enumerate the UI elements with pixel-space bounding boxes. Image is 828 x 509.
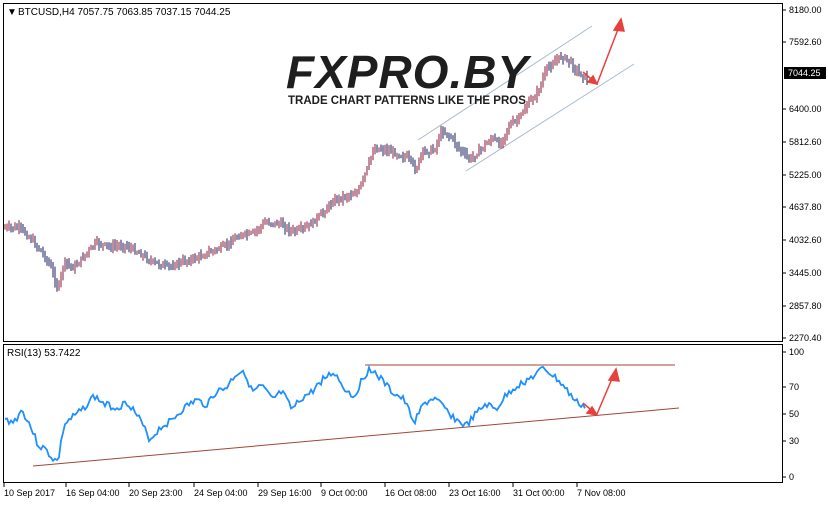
price-tick: 5812.60 bbox=[782, 137, 822, 147]
rsi-tick: 30 bbox=[782, 436, 799, 446]
price-tick: 5225.00 bbox=[782, 170, 822, 180]
dropdown-triangle-icon[interactable]: ▼ bbox=[7, 7, 17, 18]
forecast-arrows bbox=[582, 17, 625, 86]
price-tick: 4637.80 bbox=[782, 202, 822, 212]
time-tick: 31 Oct 00:00 bbox=[512, 483, 565, 498]
price-axis[interactable]: 8180.00 7592.60 6400.00 5812.60 5225.00 … bbox=[782, 5, 822, 343]
svg-text:7592.60: 7592.60 bbox=[789, 37, 822, 47]
rsi-tick: 50 bbox=[782, 409, 799, 419]
svg-text:7044.25: 7044.25 bbox=[788, 68, 821, 78]
svg-text:24 Sep 04:00: 24 Sep 04:00 bbox=[194, 488, 248, 498]
watermark-tagline: TRADE CHART PATTERNS LIKE THE PROS bbox=[288, 95, 526, 107]
time-tick: 20 Sep 23:00 bbox=[128, 483, 183, 498]
rsi-panel-frame[interactable] bbox=[3, 344, 783, 483]
channel-lower-line[interactable] bbox=[465, 63, 635, 172]
time-tick: 24 Sep 04:00 bbox=[193, 483, 248, 498]
price-candles bbox=[4, 51, 588, 292]
time-axis[interactable]: 10 Sep 2017 16 Sep 04:00 20 Sep 23:00 24… bbox=[3, 483, 626, 498]
price-tick: 7592.60 bbox=[782, 37, 822, 47]
current-price-badge: 7044.25 bbox=[784, 67, 826, 79]
svg-text:7 Nov 08:00: 7 Nov 08:00 bbox=[577, 488, 626, 498]
svg-text:30: 30 bbox=[789, 436, 799, 446]
svg-text:6400.00: 6400.00 bbox=[789, 104, 822, 114]
svg-text:20 Sep 23:00: 20 Sep 23:00 bbox=[129, 488, 183, 498]
svg-text:4032.60: 4032.60 bbox=[789, 235, 822, 245]
rsi-axis[interactable]: 100 70 50 30 0 bbox=[782, 347, 804, 482]
main-chart-frame[interactable] bbox=[3, 3, 783, 342]
time-tick: 10 Sep 2017 bbox=[3, 483, 55, 498]
svg-text:4637.80: 4637.80 bbox=[789, 202, 822, 212]
rsi-line bbox=[4, 364, 586, 463]
time-tick: 16 Sep 04:00 bbox=[65, 483, 120, 498]
svg-text:16 Sep 04:00: 16 Sep 04:00 bbox=[66, 488, 120, 498]
price-tick: 8180.00 bbox=[782, 5, 822, 15]
time-tick: 16 Oct 08:00 bbox=[384, 483, 437, 498]
svg-text:2270.40: 2270.40 bbox=[789, 333, 822, 343]
time-tick: 7 Nov 08:00 bbox=[576, 483, 626, 498]
svg-text:31 Oct 00:00: 31 Oct 00:00 bbox=[513, 488, 565, 498]
arrow-up-segment bbox=[596, 23, 621, 85]
svg-text:5225.00: 5225.00 bbox=[789, 170, 822, 180]
svg-text:5812.60: 5812.60 bbox=[789, 137, 822, 147]
watermark-brand: FXPRO.BY bbox=[286, 46, 532, 98]
rsi-tick: 0 bbox=[782, 472, 794, 482]
price-tick: 2270.40 bbox=[782, 333, 822, 343]
rsi-header: RSI(13) 53.7422 bbox=[7, 348, 81, 359]
svg-text:29 Sep 16:00: 29 Sep 16:00 bbox=[258, 488, 312, 498]
price-tick: 2857.80 bbox=[782, 301, 822, 311]
price-tick: 4032.60 bbox=[782, 235, 822, 245]
svg-text:10 Sep 2017: 10 Sep 2017 bbox=[4, 488, 55, 498]
time-tick: 9 Oct 00:00 bbox=[320, 483, 368, 498]
symbol-header: BTCUSD,H4 7057.75 7063.85 7037.15 7044.2… bbox=[18, 7, 231, 18]
time-tick: 29 Sep 16:00 bbox=[257, 483, 312, 498]
rsi-support-line[interactable] bbox=[32, 407, 680, 467]
time-tick: 23 Oct 16:00 bbox=[448, 483, 501, 498]
rsi-arrow-up-head-icon bbox=[607, 367, 620, 382]
price-tick: 6400.00 bbox=[782, 104, 822, 114]
svg-text:2857.80: 2857.80 bbox=[789, 301, 822, 311]
svg-text:3445.00: 3445.00 bbox=[789, 268, 822, 278]
svg-text:70: 70 bbox=[789, 382, 799, 392]
fxpro-watermark: FXPRO.BY TRADE CHART PATTERNS LIKE THE P… bbox=[286, 46, 532, 107]
svg-text:0: 0 bbox=[789, 472, 794, 482]
svg-text:23 Oct 16:00: 23 Oct 16:00 bbox=[449, 488, 501, 498]
svg-text:50: 50 bbox=[789, 409, 799, 419]
rsi-arrow-down-head-icon bbox=[585, 405, 599, 417]
rsi-tick: 100 bbox=[782, 347, 804, 357]
svg-text:100: 100 bbox=[789, 347, 804, 357]
svg-text:8180.00: 8180.00 bbox=[789, 5, 822, 15]
svg-text:9 Oct 00:00: 9 Oct 00:00 bbox=[321, 488, 368, 498]
price-tick: 3445.00 bbox=[782, 268, 822, 278]
channel-upper-line[interactable] bbox=[417, 25, 593, 141]
svg-text:16 Oct 08:00: 16 Oct 08:00 bbox=[385, 488, 437, 498]
rsi-forecast-arrows bbox=[582, 367, 620, 417]
arrow-down-head-icon bbox=[586, 74, 599, 86]
rsi-tick: 70 bbox=[782, 382, 799, 392]
arrow-up-head-icon bbox=[612, 17, 625, 32]
